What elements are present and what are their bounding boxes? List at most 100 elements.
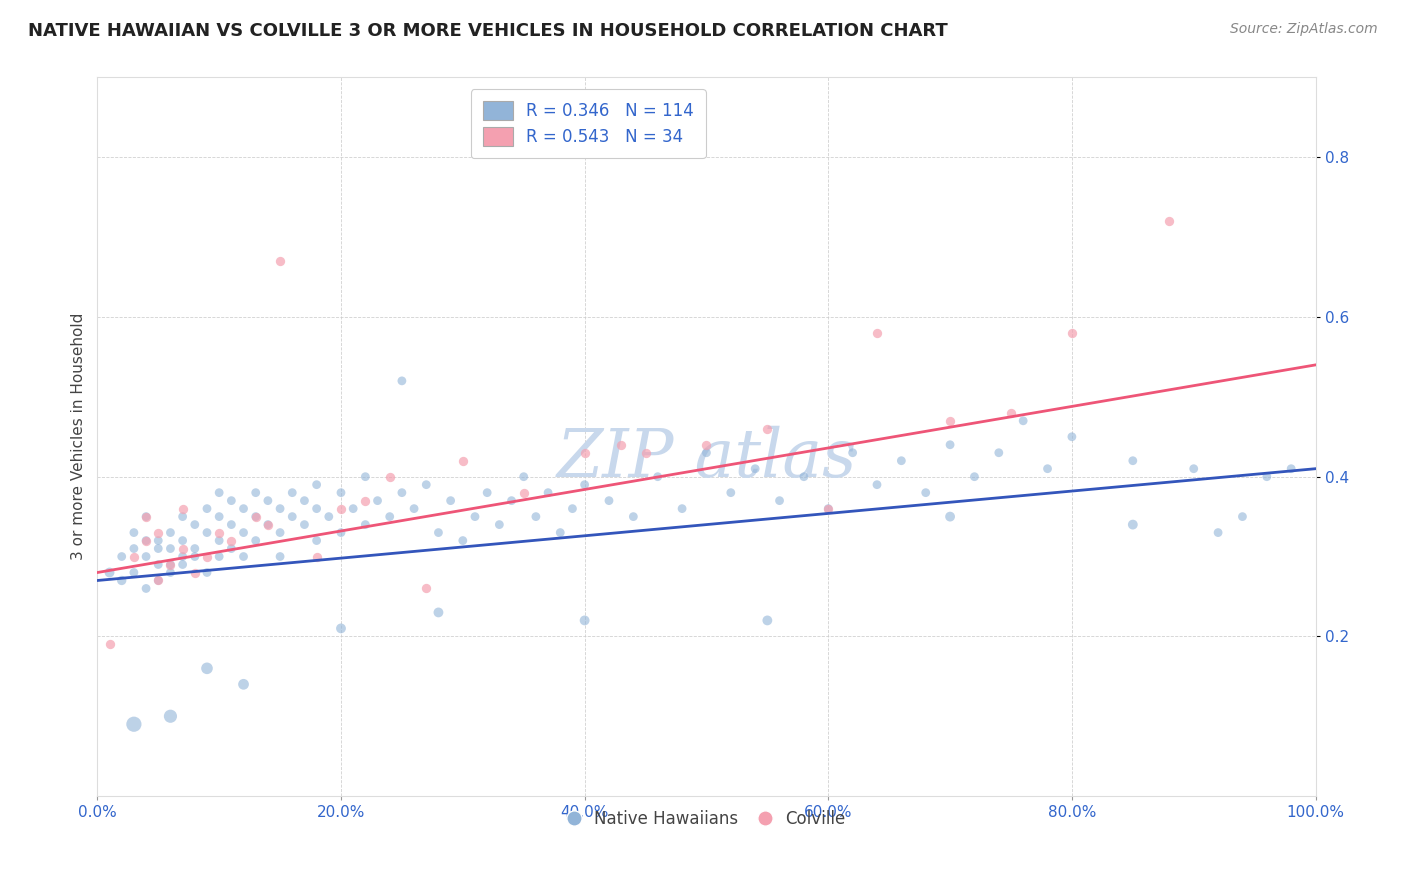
Point: [111, 574, 134, 588]
Point: [548, 525, 571, 540]
Point: [524, 509, 547, 524]
Point: [281, 485, 304, 500]
Point: [939, 509, 962, 524]
Point: [184, 541, 207, 556]
Point: [135, 509, 157, 524]
Point: [1012, 414, 1035, 428]
Point: [281, 509, 304, 524]
Point: [172, 501, 194, 516]
Point: [159, 558, 181, 572]
Point: [245, 509, 267, 524]
Point: [756, 422, 779, 436]
Point: [159, 541, 181, 556]
Point: [1060, 326, 1083, 340]
Point: [427, 525, 450, 540]
Point: [172, 541, 194, 556]
Point: [330, 501, 353, 516]
Point: [391, 374, 413, 388]
Point: [122, 525, 145, 540]
Point: [305, 533, 328, 548]
Point: [391, 485, 413, 500]
Point: [122, 566, 145, 580]
Legend: Native Hawaiians, Colville: Native Hawaiians, Colville: [561, 803, 852, 835]
Point: [330, 485, 353, 500]
Point: [122, 541, 145, 556]
Point: [1279, 461, 1302, 475]
Point: [768, 493, 790, 508]
Point: [135, 533, 157, 548]
Point: [464, 509, 486, 524]
Point: [440, 493, 463, 508]
Text: ZIP atlas: ZIP atlas: [557, 425, 856, 491]
Point: [367, 493, 389, 508]
Point: [159, 525, 181, 540]
Point: [427, 606, 450, 620]
Point: [378, 509, 401, 524]
Point: [695, 438, 717, 452]
Point: [245, 485, 267, 500]
Point: [890, 454, 912, 468]
Point: [269, 501, 291, 516]
Point: [1159, 214, 1181, 228]
Point: [135, 549, 157, 564]
Point: [561, 501, 583, 516]
Point: [221, 493, 243, 508]
Point: [817, 501, 839, 516]
Point: [475, 485, 498, 500]
Point: [720, 485, 742, 500]
Text: NATIVE HAWAIIAN VS COLVILLE 3 OR MORE VEHICLES IN HOUSEHOLD CORRELATION CHART: NATIVE HAWAIIAN VS COLVILLE 3 OR MORE VE…: [28, 22, 948, 40]
Point: [208, 549, 231, 564]
Point: [866, 477, 889, 491]
Point: [1122, 517, 1144, 532]
Point: [221, 533, 243, 548]
Point: [354, 517, 377, 532]
Point: [354, 493, 377, 508]
Point: [184, 566, 207, 580]
Point: [574, 477, 596, 491]
Point: [305, 549, 328, 564]
Point: [451, 533, 474, 548]
Point: [330, 525, 353, 540]
Point: [148, 574, 170, 588]
Point: [1232, 509, 1254, 524]
Point: [195, 661, 218, 675]
Point: [744, 461, 766, 475]
Point: [1060, 430, 1083, 444]
Point: [756, 614, 779, 628]
Point: [404, 501, 426, 516]
Point: [208, 525, 231, 540]
Point: [330, 621, 353, 635]
Point: [98, 566, 121, 580]
Point: [574, 614, 596, 628]
Point: [172, 558, 194, 572]
Point: [294, 493, 316, 508]
Point: [914, 485, 936, 500]
Point: [695, 446, 717, 460]
Point: [671, 501, 693, 516]
Point: [148, 525, 170, 540]
Point: [111, 549, 134, 564]
Point: [148, 574, 170, 588]
Point: [537, 485, 560, 500]
Point: [232, 525, 254, 540]
Point: [294, 517, 316, 532]
Point: [621, 509, 644, 524]
Point: [354, 469, 377, 483]
Point: [148, 541, 170, 556]
Point: [939, 438, 962, 452]
Text: Source: ZipAtlas.com: Source: ZipAtlas.com: [1230, 22, 1378, 37]
Point: [122, 717, 145, 731]
Point: [208, 485, 231, 500]
Point: [135, 582, 157, 596]
Point: [1000, 406, 1022, 420]
Point: [135, 509, 157, 524]
Point: [574, 446, 596, 460]
Point: [195, 525, 218, 540]
Point: [159, 566, 181, 580]
Point: [257, 517, 280, 532]
Point: [232, 677, 254, 691]
Point: [245, 533, 267, 548]
Point: [415, 582, 437, 596]
Point: [488, 517, 510, 532]
Point: [159, 709, 181, 723]
